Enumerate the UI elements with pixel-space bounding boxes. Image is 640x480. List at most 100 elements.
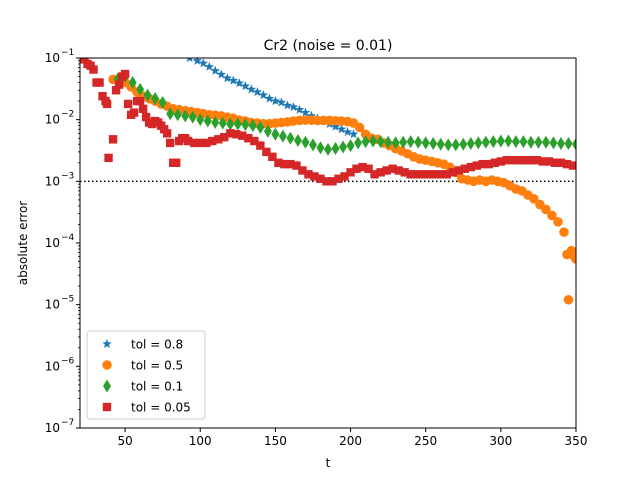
data-point xyxy=(412,170,421,179)
data-point xyxy=(370,170,379,179)
data-points-layer xyxy=(80,58,576,305)
data-point xyxy=(442,170,451,179)
data-point xyxy=(571,254,576,264)
data-point xyxy=(520,156,530,165)
data-point xyxy=(424,170,433,179)
data-point xyxy=(376,168,385,177)
data-point xyxy=(562,159,572,169)
data-point xyxy=(262,147,271,157)
legend-box xyxy=(86,330,206,420)
data-point xyxy=(478,159,488,169)
x-tick-label: 150 xyxy=(264,434,287,448)
data-point xyxy=(541,204,551,215)
data-point xyxy=(361,135,370,149)
data-point xyxy=(414,135,423,149)
data-point xyxy=(559,227,569,237)
data-point xyxy=(186,58,193,63)
data-point xyxy=(399,135,408,149)
data-point xyxy=(298,166,307,175)
data-point xyxy=(198,58,208,68)
data-point xyxy=(322,177,331,186)
data-point xyxy=(310,172,319,181)
data-point xyxy=(484,159,494,169)
data-point xyxy=(376,135,385,149)
y-tick-exponent: −1 xyxy=(61,48,74,58)
data-point xyxy=(474,136,483,150)
data-point xyxy=(553,217,563,227)
data-point xyxy=(532,156,542,165)
data-point xyxy=(331,142,340,156)
data-point xyxy=(241,118,250,132)
y-tick-exponent: −7 xyxy=(61,418,74,428)
data-point xyxy=(504,134,513,148)
data-point xyxy=(444,138,453,152)
data-point xyxy=(436,170,445,179)
data-point xyxy=(282,100,293,110)
legend-marker xyxy=(102,402,112,412)
data-point xyxy=(120,69,130,79)
data-point xyxy=(89,65,98,74)
data-point xyxy=(244,134,253,143)
x-axis: 50 100 150 200 250 300 350 xyxy=(117,428,587,448)
data-point xyxy=(300,107,311,117)
data-point xyxy=(188,110,197,124)
data-point xyxy=(364,164,373,173)
data-point xyxy=(214,135,223,144)
data-point xyxy=(228,75,239,85)
data-point xyxy=(354,122,365,133)
data-point xyxy=(340,172,349,181)
legend-marker xyxy=(102,339,112,349)
data-point xyxy=(384,135,393,149)
x-tick-label: 350 xyxy=(565,434,588,448)
y-tick-label: 10 xyxy=(45,113,60,127)
data-point xyxy=(143,88,152,102)
y-tick-label: 10 xyxy=(45,236,60,250)
data-point xyxy=(264,93,275,103)
data-point xyxy=(369,134,378,148)
data-point xyxy=(288,102,299,112)
data-point xyxy=(128,76,137,90)
data-point xyxy=(391,136,400,150)
data-point xyxy=(330,121,341,131)
data-point xyxy=(256,120,265,134)
data-point xyxy=(102,99,112,109)
data-point xyxy=(278,129,287,143)
data-point xyxy=(388,164,397,173)
data-point xyxy=(271,127,280,141)
data-point xyxy=(308,138,317,152)
data-point xyxy=(138,104,148,114)
data-point xyxy=(534,135,543,149)
series-3 xyxy=(113,70,576,156)
data-point xyxy=(519,135,528,149)
data-point xyxy=(496,134,505,148)
x-tick-label: 100 xyxy=(189,434,212,448)
data-point xyxy=(181,109,190,123)
legend-label: tol = 0.8 xyxy=(131,338,183,352)
data-point xyxy=(352,164,361,173)
data-point xyxy=(280,159,289,169)
data-point xyxy=(114,80,124,89)
data-point xyxy=(293,133,302,147)
data-point xyxy=(406,170,415,179)
legend-entry: tol = 0.5 xyxy=(102,359,183,373)
legend-entry: tol = 0.1 xyxy=(103,379,183,394)
data-point xyxy=(342,127,353,137)
data-point xyxy=(466,162,475,172)
data-point xyxy=(568,161,576,170)
legend-entry: tol = 0.05 xyxy=(102,401,191,415)
x-tick-label: 200 xyxy=(339,434,362,448)
data-point xyxy=(171,158,181,167)
data-point xyxy=(270,96,281,106)
data-point xyxy=(490,158,500,167)
data-point xyxy=(448,168,457,177)
data-point xyxy=(211,115,220,129)
data-point xyxy=(430,170,439,179)
data-point xyxy=(538,157,548,166)
data-point xyxy=(232,130,241,139)
data-point xyxy=(135,96,145,106)
data-point xyxy=(226,129,235,138)
data-point xyxy=(336,124,347,134)
y-tick-exponent: −3 xyxy=(61,171,74,181)
data-point xyxy=(563,294,574,305)
data-point xyxy=(151,92,160,106)
